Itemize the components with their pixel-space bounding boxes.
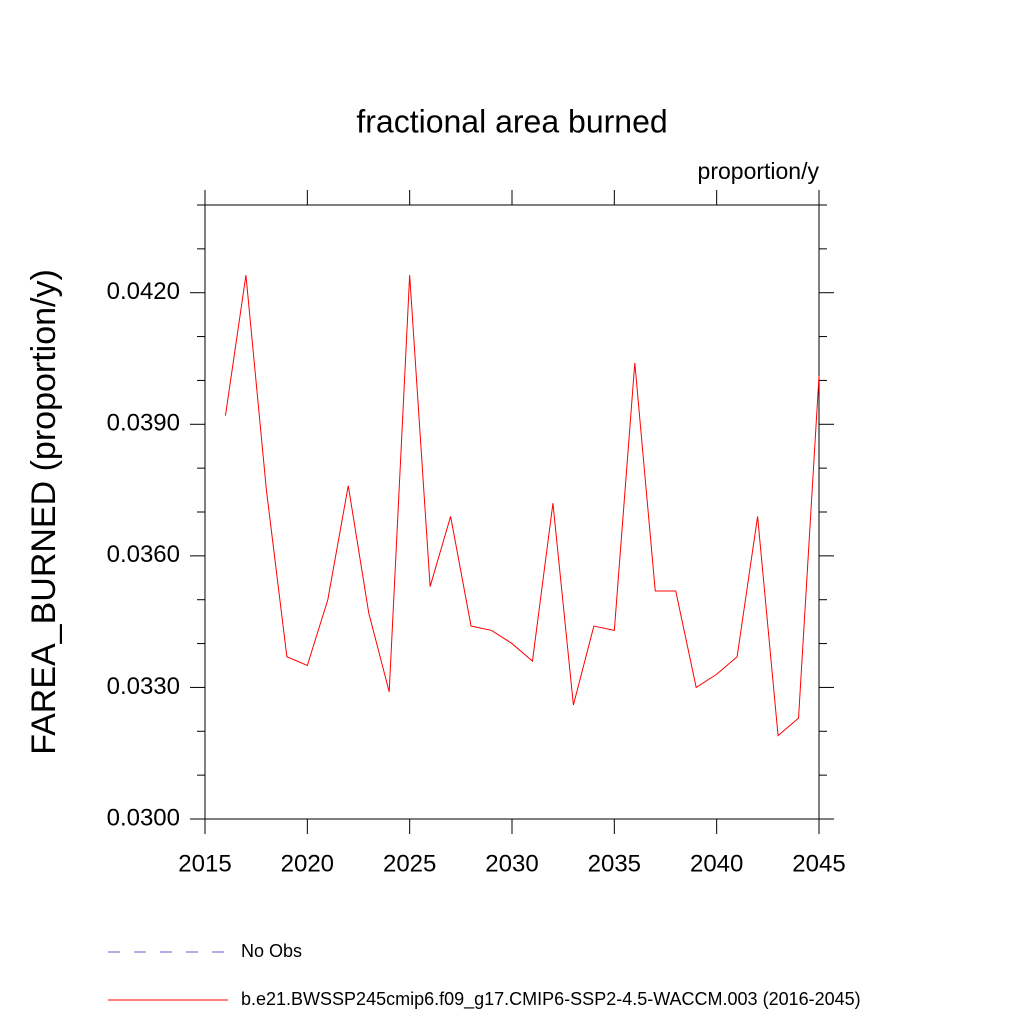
plot-frame: [204, 204, 820, 820]
chart-subtitle: proportion/y: [698, 158, 820, 184]
y-tick-label: 0.0420: [107, 278, 180, 305]
x-tick-label: 2025: [383, 850, 436, 877]
y-tick-label: 0.0300: [107, 804, 180, 831]
x-tick-label: 2035: [588, 850, 641, 877]
y-tick-label: 0.0390: [107, 410, 180, 437]
y-axis-label: FAREA_BURNED (proportion/y): [25, 269, 63, 755]
y-tick-label: 0.0330: [107, 673, 180, 700]
x-tick-label: 2015: [178, 850, 231, 877]
x-tick-label: 2045: [792, 850, 845, 877]
x-tick-label: 2040: [690, 850, 743, 877]
x-tick-label: 2020: [281, 850, 334, 877]
data-line: [224, 275, 820, 737]
legend-label: No Obs: [241, 941, 302, 961]
y-tick-label: 0.0360: [107, 541, 180, 568]
legend-label: b.e21.BWSSP245cmip6.f09_g17.CMIP6-SSP2-4…: [241, 989, 861, 1010]
chart-title: fractional area burned: [356, 103, 667, 139]
x-tick-label: 2030: [485, 850, 538, 877]
